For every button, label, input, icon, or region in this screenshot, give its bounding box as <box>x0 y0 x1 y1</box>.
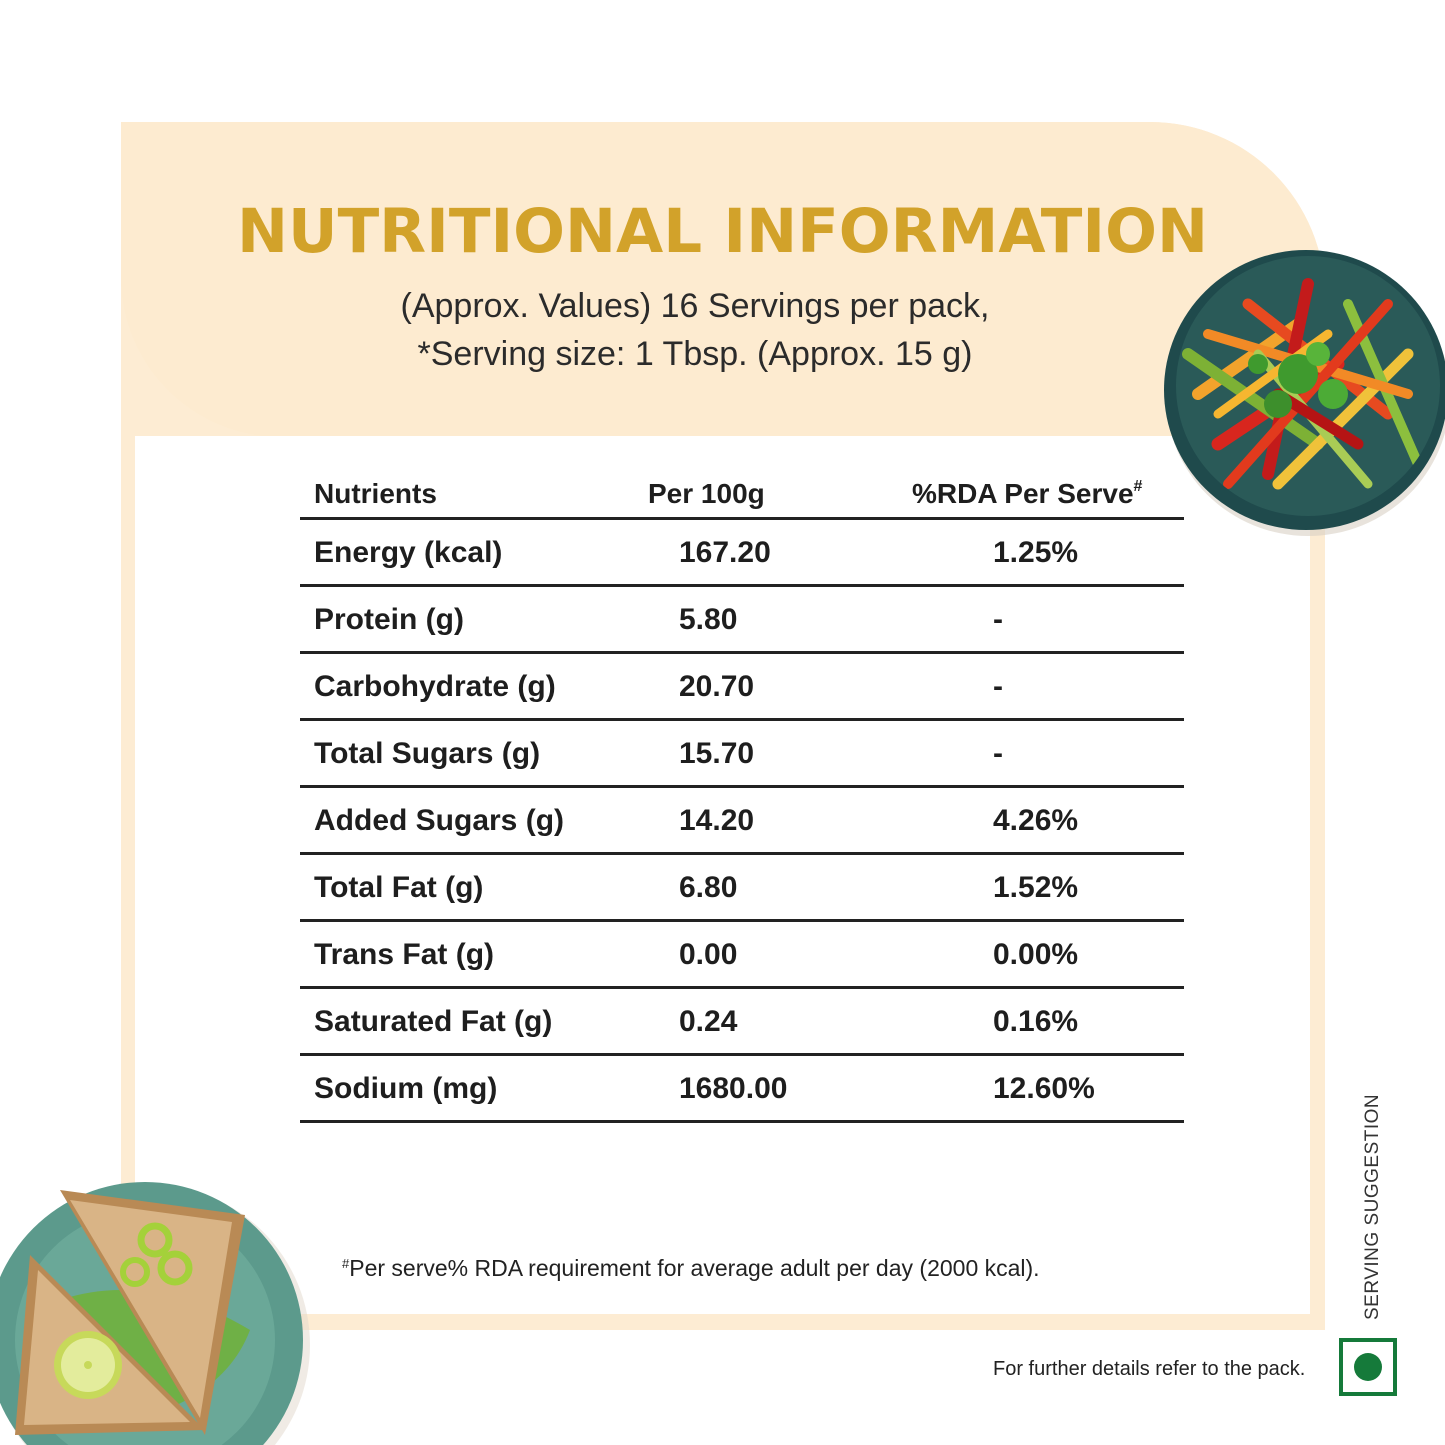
serving-suggestion-label: SERVING SUGGESTION <box>1362 1093 1383 1320</box>
nutrient-name: Trans Fat (g) <box>314 938 495 971</box>
table-row: Energy (kcal) 167.20 1.25% <box>300 520 1184 587</box>
rda-value: 4.26% <box>993 804 1079 837</box>
nutrition-table: Nutrients Per 100g %RDA Per Serve# Energ… <box>300 470 1184 1123</box>
nutrient-name: Energy (kcal) <box>314 536 503 569</box>
nutrient-name: Total Fat (g) <box>314 871 484 904</box>
rda-value: 0.16% <box>993 1005 1079 1038</box>
nutrient-name: Carbohydrate (g) <box>314 670 556 703</box>
per-100g-value: 15.70 <box>679 737 755 770</box>
servings-info: (Approx. Values) 16 Servings per pack, <box>400 287 990 325</box>
footnote-mark: # <box>342 1256 350 1271</box>
salad-bowl-image <box>1164 250 1445 536</box>
nutrient-name: Total Sugars (g) <box>314 737 541 770</box>
table-row: Total Sugars (g) 15.70 - <box>300 721 1184 788</box>
table-row: Saturated Fat (g) 0.24 0.16% <box>300 989 1184 1056</box>
rda-value: 1.52% <box>993 871 1079 904</box>
per-100g-value: 14.20 <box>679 804 755 837</box>
header-rda-mark: # <box>1133 478 1143 495</box>
table-row: Sodium (mg) 1680.00 12.60% <box>300 1056 1184 1123</box>
nutrient-name: Added Sugars (g) <box>314 804 565 837</box>
footnote-text: Per serve% RDA requirement for average a… <box>349 1255 1040 1281</box>
nutrient-name: Protein (g) <box>314 603 464 636</box>
per-100g-value: 6.80 <box>679 871 738 904</box>
header-band <box>121 122 1325 437</box>
table-row: Added Sugars (g) 14.20 4.26% <box>300 788 1184 855</box>
nutrient-name: Sodium (mg) <box>314 1072 498 1105</box>
per-100g-value: 0.24 <box>679 1005 738 1038</box>
header-nutrients: Nutrients <box>314 478 437 509</box>
per-100g-value: 5.80 <box>679 603 738 636</box>
veg-dot <box>1354 1353 1382 1381</box>
per-100g-value: 167.20 <box>679 536 771 569</box>
per-100g-value: 1680.00 <box>679 1072 788 1105</box>
page-title: NUTRITIONAL INFORMATION <box>236 196 1209 267</box>
rda-value: 0.00% <box>993 938 1079 971</box>
table-row: Carbohydrate (g) 20.70 - <box>300 654 1184 721</box>
rda-value: - <box>993 603 1003 636</box>
serving-size-info: *Serving size: 1 Tbsp. (Approx. 15 g) <box>417 335 973 373</box>
rda-value: 12.60% <box>993 1072 1095 1105</box>
nutrient-name: Saturated Fat (g) <box>314 1005 553 1038</box>
table-row: Protein (g) 5.80 - <box>300 587 1184 654</box>
rda-footnote: #Per serve% RDA requirement for average … <box>342 1255 1040 1282</box>
card-body <box>135 436 1310 1314</box>
rda-value: - <box>993 670 1003 703</box>
rda-value: 1.25% <box>993 536 1079 569</box>
sandwich-plate-image <box>0 1182 310 1445</box>
header-rda: %RDA Per Serve# <box>912 478 1142 510</box>
header-rda-label: %RDA Per Serve <box>912 478 1134 509</box>
vegetarian-symbol-icon <box>1339 1338 1397 1396</box>
table-row: Trans Fat (g) 0.00 0.00% <box>300 922 1184 989</box>
per-100g-value: 20.70 <box>679 670 755 703</box>
rda-value: - <box>993 737 1003 770</box>
table-row: Total Fat (g) 6.80 1.52% <box>300 855 1184 922</box>
table-header: Nutrients Per 100g %RDA Per Serve# <box>300 470 1184 520</box>
header-per-100g: Per 100g <box>648 478 765 509</box>
per-100g-value: 0.00 <box>679 938 738 971</box>
pack-note: For further details refer to the pack. <box>993 1358 1306 1380</box>
